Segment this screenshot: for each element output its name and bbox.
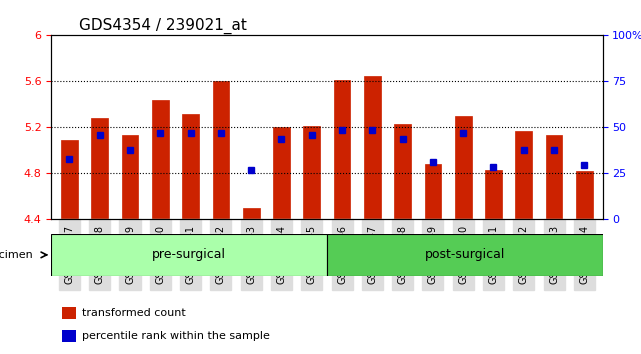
Bar: [515, 131, 532, 219]
Bar: [545, 136, 562, 219]
Text: specimen: specimen: [0, 250, 33, 260]
Bar: [303, 126, 320, 219]
Text: pre-surgical: pre-surgical: [152, 249, 226, 261]
Bar: [62, 330, 76, 342]
Bar: [394, 124, 411, 219]
Bar: [152, 100, 169, 219]
Bar: [122, 136, 138, 219]
Bar: [576, 171, 593, 219]
Text: transformed count: transformed count: [81, 308, 185, 318]
Text: percentile rank within the sample: percentile rank within the sample: [81, 331, 269, 341]
FancyBboxPatch shape: [327, 234, 603, 276]
Bar: [334, 80, 351, 219]
Bar: [364, 76, 381, 219]
Bar: [243, 208, 260, 219]
Bar: [62, 307, 76, 319]
Text: post-surgical: post-surgical: [424, 249, 505, 261]
Bar: [424, 164, 441, 219]
Bar: [213, 81, 229, 219]
Text: GDS4354 / 239021_at: GDS4354 / 239021_at: [79, 18, 247, 34]
Bar: [455, 116, 472, 219]
Bar: [485, 170, 502, 219]
Bar: [273, 127, 290, 219]
FancyBboxPatch shape: [51, 234, 327, 276]
Bar: [61, 140, 78, 219]
Bar: [182, 114, 199, 219]
Bar: [92, 118, 108, 219]
